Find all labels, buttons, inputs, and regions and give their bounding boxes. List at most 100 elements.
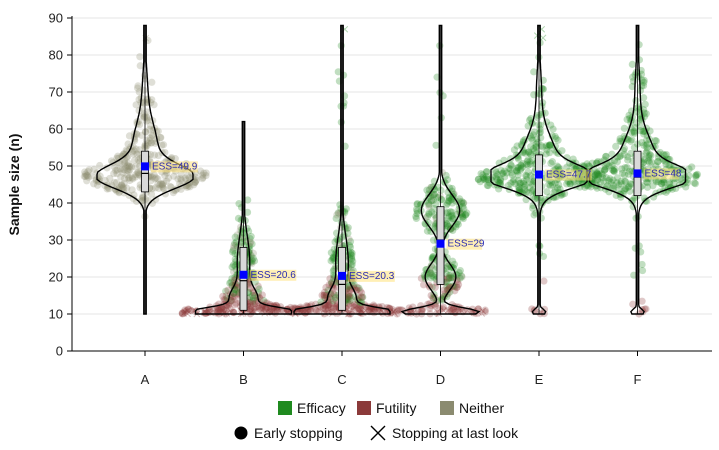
violin-E bbox=[490, 24, 588, 315]
early-stop-point bbox=[563, 163, 571, 171]
early-stop-point bbox=[458, 198, 466, 206]
early-stop-point bbox=[121, 156, 129, 164]
early-stop-point bbox=[112, 179, 121, 187]
early-stop-point bbox=[523, 157, 531, 165]
early-stop-point bbox=[430, 185, 438, 194]
early-stop-point bbox=[513, 164, 521, 172]
legend-marker-circle bbox=[234, 426, 248, 440]
early-stop-point bbox=[511, 180, 519, 188]
stop-last-look-point bbox=[368, 307, 376, 314]
early-stop-point bbox=[344, 295, 352, 303]
early-stop-point bbox=[587, 183, 595, 191]
early-stop-point bbox=[422, 197, 430, 205]
early-stop-point bbox=[536, 125, 544, 133]
early-stop-point bbox=[545, 141, 553, 149]
early-stop-point bbox=[246, 305, 255, 314]
early-stop-point bbox=[128, 186, 136, 194]
early-stop-point bbox=[332, 296, 340, 304]
early-stop-point bbox=[630, 128, 638, 136]
early-stop-point bbox=[443, 221, 451, 229]
violin-A bbox=[96, 24, 194, 315]
early-stop-point bbox=[258, 291, 266, 299]
stop-last-look-point bbox=[258, 307, 266, 314]
legend-swatch-futility bbox=[357, 401, 371, 415]
early-stop-point bbox=[444, 263, 452, 271]
early-stop-point bbox=[246, 293, 254, 301]
early-stop-point bbox=[537, 214, 545, 222]
early-stop-point bbox=[427, 269, 435, 278]
early-stop-point bbox=[350, 300, 359, 308]
early-stop-point bbox=[629, 300, 637, 308]
early-stop-point bbox=[563, 154, 571, 162]
legend-swatch-efficacy bbox=[278, 401, 292, 415]
early-stop-point bbox=[154, 180, 162, 188]
early-stop-point bbox=[222, 292, 230, 300]
early-stop-point bbox=[433, 309, 441, 317]
early-stop-point bbox=[174, 175, 182, 183]
early-stop-point bbox=[134, 168, 142, 177]
early-stop-point bbox=[546, 149, 554, 157]
early-stop-point bbox=[665, 178, 674, 186]
early-stop-point bbox=[630, 271, 638, 279]
early-stop-point bbox=[404, 309, 412, 317]
early-stop-point bbox=[227, 278, 235, 286]
early-stop-point bbox=[146, 134, 154, 142]
stop-last-look-point bbox=[362, 307, 370, 315]
early-stop-point bbox=[652, 178, 661, 186]
early-stop-point bbox=[477, 170, 485, 178]
early-stop-point bbox=[643, 147, 651, 155]
early-stop-point bbox=[322, 299, 330, 307]
early-stop-point bbox=[496, 175, 505, 183]
early-stop-point bbox=[364, 307, 372, 315]
early-stop-point bbox=[584, 182, 592, 190]
stop-last-look-point bbox=[201, 307, 209, 315]
early-stop-point bbox=[617, 177, 625, 185]
early-stop-point bbox=[110, 169, 118, 178]
early-stop-point bbox=[630, 143, 638, 152]
early-stop-point bbox=[350, 303, 359, 311]
early-stop-point bbox=[446, 283, 454, 291]
early-stop-point bbox=[444, 197, 453, 205]
early-stop-point bbox=[160, 185, 168, 193]
early-stop-point bbox=[320, 294, 329, 302]
stop-last-look-point bbox=[359, 309, 367, 317]
early-stop-point bbox=[602, 165, 610, 173]
early-stop-point bbox=[329, 297, 337, 305]
early-stop-point bbox=[555, 181, 563, 189]
early-stop-point bbox=[177, 175, 185, 183]
early-stop-point bbox=[507, 179, 515, 187]
early-stop-point bbox=[246, 298, 255, 306]
early-stop-point bbox=[249, 296, 257, 304]
early-stop-point bbox=[593, 170, 601, 178]
early-stop-point bbox=[158, 141, 166, 149]
early-stop-point bbox=[427, 274, 435, 282]
early-stop-point bbox=[530, 68, 538, 76]
early-stop-point bbox=[183, 183, 191, 191]
early-stop-point bbox=[171, 155, 179, 163]
early-stop-point bbox=[92, 176, 100, 185]
early-stop-point bbox=[520, 183, 528, 191]
early-stop-point bbox=[539, 252, 548, 261]
early-stop-point bbox=[151, 175, 159, 183]
early-stop-point bbox=[481, 308, 489, 316]
early-stop-point bbox=[495, 178, 503, 186]
early-stop-point bbox=[140, 113, 148, 121]
early-stop-point bbox=[129, 195, 137, 203]
early-stop-point bbox=[506, 165, 515, 173]
early-stop-point bbox=[476, 178, 484, 186]
early-stop-point bbox=[516, 179, 525, 187]
early-stop-point bbox=[514, 171, 522, 179]
early-stop-point bbox=[84, 168, 92, 176]
early-stop-point bbox=[599, 171, 607, 179]
stop-last-look-point bbox=[184, 307, 191, 315]
early-stop-point bbox=[249, 298, 257, 306]
early-stop-point bbox=[231, 233, 239, 241]
early-stop-point bbox=[342, 205, 350, 213]
early-stop-point bbox=[541, 195, 549, 204]
early-stop-point bbox=[642, 110, 650, 118]
early-stop-point bbox=[620, 187, 628, 195]
early-stop-point bbox=[461, 211, 470, 219]
early-stop-point bbox=[523, 175, 531, 184]
early-stop-point bbox=[356, 287, 364, 295]
early-stop-point bbox=[354, 304, 363, 312]
